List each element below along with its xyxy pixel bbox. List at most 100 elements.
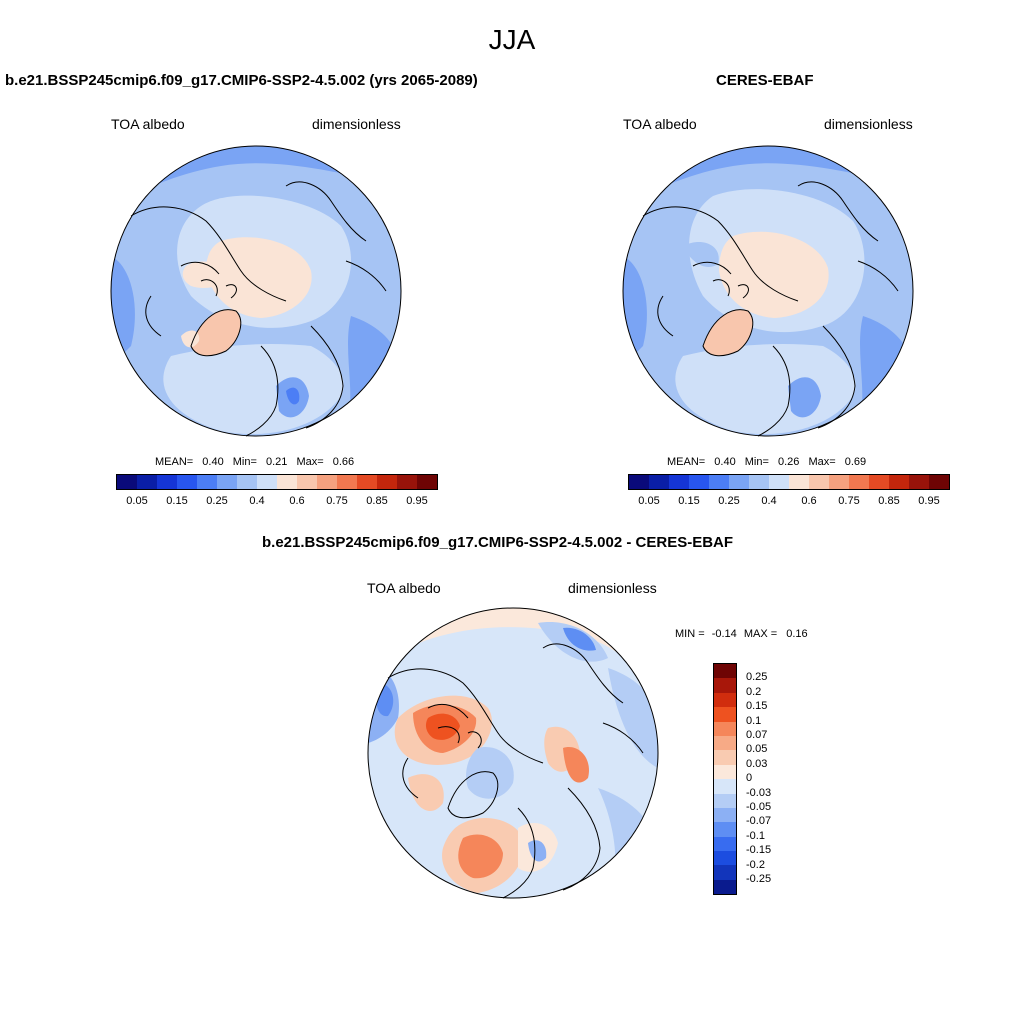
colorbar-tick-label: -0.2	[746, 858, 765, 871]
colorbar-swatch	[909, 475, 929, 489]
model-mean-value: 0.40	[202, 456, 224, 468]
model-min-value: 0.21	[265, 456, 288, 468]
colorbar-tick-label: 0.2	[746, 685, 762, 698]
colorbar-tick-label: 0.15	[166, 495, 188, 507]
colorbar-tick-label: 0.15	[746, 700, 768, 713]
model-stats: MEAN= 0.40 Min= 0.21 Max= 0.66	[155, 456, 354, 468]
diff-stats: MIN = -0.14 MAX = 0.16	[675, 628, 808, 640]
colorbar-swatch	[217, 475, 237, 489]
colorbar-swatch	[714, 721, 736, 736]
colorbar-tick-label: 0.05	[126, 495, 148, 507]
diff-min-value: -0.14	[711, 628, 737, 640]
obs-panel-title: CERES-EBAF	[716, 72, 814, 89]
diff-panel-title: b.e21.BSSP245cmip6.f09_g17.CMIP6-SSP2-4.…	[262, 534, 734, 551]
colorbar-swatch	[237, 475, 257, 489]
colorbar-swatch	[714, 807, 736, 823]
obs-max-value: 0.69	[844, 456, 867, 468]
diff-colorbar	[713, 663, 737, 896]
diff-max-value: 0.16	[786, 628, 808, 640]
colorbar-tick-label: 0.4	[761, 495, 777, 507]
colorbar-tick-label: 0.95	[406, 495, 428, 507]
colorbar-tick-label: 0.1	[746, 714, 762, 727]
colorbar-swatch	[337, 475, 357, 489]
colorbar-tick-label: 0.85	[878, 495, 900, 507]
colorbar-swatch	[397, 475, 417, 489]
colorbar-tick-label: -0.05	[746, 801, 772, 813]
colorbar-tick-label: -0.1	[746, 829, 765, 842]
colorbar-swatch	[714, 750, 736, 765]
obs-min-value: 0.26	[777, 456, 800, 468]
obs-variable-label: TOA albedo	[623, 116, 697, 132]
season-title: JJA	[488, 24, 536, 55]
colorbar-tick-label: 0.95	[918, 495, 940, 507]
colorbar-swatch	[357, 475, 377, 489]
model-mean-label: MEAN=	[155, 456, 194, 468]
colorbar-tick-label: 0.15	[678, 495, 700, 507]
colorbar-swatch	[689, 475, 709, 489]
colorbar-tick-label: 0.6	[289, 495, 305, 507]
colorbar-swatch	[714, 735, 736, 751]
colorbar-swatch	[257, 475, 277, 489]
colorbar-swatch	[629, 475, 649, 489]
colorbar-swatch	[714, 678, 736, 693]
colorbar-tick-label: -0.07	[746, 815, 772, 828]
colorbar-swatch	[809, 475, 829, 489]
obs-mean-label: MEAN=	[667, 456, 706, 468]
obs-colorbar	[628, 474, 950, 490]
colorbar-tick-label: 0.03	[746, 757, 768, 770]
colorbar-swatch	[749, 475, 769, 489]
obs-polar-map	[622, 145, 914, 437]
model-panel-title: b.e21.BSSP245cmip6.f09_g17.CMIP6-SSP2-4.…	[5, 72, 478, 89]
colorbar-swatch	[157, 475, 177, 489]
colorbar-swatch	[709, 475, 729, 489]
colorbar-swatch	[117, 475, 137, 489]
colorbar-swatch	[377, 475, 397, 489]
colorbar-tick-label: 0.25	[746, 671, 768, 684]
obs-max-label: Max=	[808, 456, 836, 468]
colorbar-tick-label: 0.75	[838, 495, 860, 507]
colorbar-swatch	[714, 692, 736, 708]
colorbar-swatch	[714, 865, 736, 880]
colorbar-swatch	[197, 475, 217, 489]
colorbar-tick-label: -0.15	[746, 844, 772, 857]
colorbar-swatch	[297, 475, 317, 489]
colorbar-swatch	[714, 664, 736, 679]
colorbar-swatch	[789, 475, 809, 489]
colorbar-swatch	[714, 793, 736, 808]
colorbar-swatch	[669, 475, 689, 489]
colorbar-tick-label: 0.05	[638, 495, 660, 507]
model-colorbar	[116, 474, 438, 490]
colorbar-swatch	[829, 475, 849, 489]
diff-variable-label: TOA albedo	[367, 580, 441, 596]
obs-mean-value: 0.40	[714, 456, 736, 468]
colorbar-tick-label: 0.25	[718, 495, 740, 507]
diff-units-label: dimensionless	[568, 580, 657, 596]
colorbar-swatch	[714, 779, 736, 794]
colorbar-tick-label: 0.85	[366, 495, 388, 507]
colorbar-swatch	[729, 475, 749, 489]
colorbar-swatch	[177, 475, 197, 489]
model-max-value: 0.66	[332, 456, 355, 468]
diff-polar-map	[367, 607, 659, 899]
colorbar-swatch	[277, 475, 297, 489]
obs-min-label: Min=	[744, 456, 769, 468]
obs-units-label: dimensionless	[824, 116, 913, 132]
colorbar-tick-label: -0.03	[746, 786, 772, 799]
colorbar-tick-label: 0.6	[801, 495, 817, 507]
colorbar-tick-label: 0.4	[249, 495, 265, 507]
model-max-label: Max=	[296, 456, 324, 468]
colorbar-swatch	[929, 475, 949, 489]
colorbar-swatch	[714, 764, 736, 780]
model-polar-map	[110, 145, 402, 437]
colorbar-swatch	[849, 475, 869, 489]
colorbar-tick-label: 0	[746, 772, 753, 785]
colorbar-swatch	[714, 851, 736, 866]
colorbar-tick-label: 0.05	[746, 743, 768, 756]
colorbar-swatch	[417, 475, 437, 489]
colorbar-tick-label: 0.75	[326, 495, 348, 507]
colorbar-swatch	[714, 707, 736, 722]
colorbar-swatch	[714, 879, 736, 895]
colorbar-swatch	[714, 836, 736, 852]
colorbar-tick-label: 0.07	[746, 729, 768, 741]
model-variable-label: TOA albedo	[111, 116, 185, 132]
